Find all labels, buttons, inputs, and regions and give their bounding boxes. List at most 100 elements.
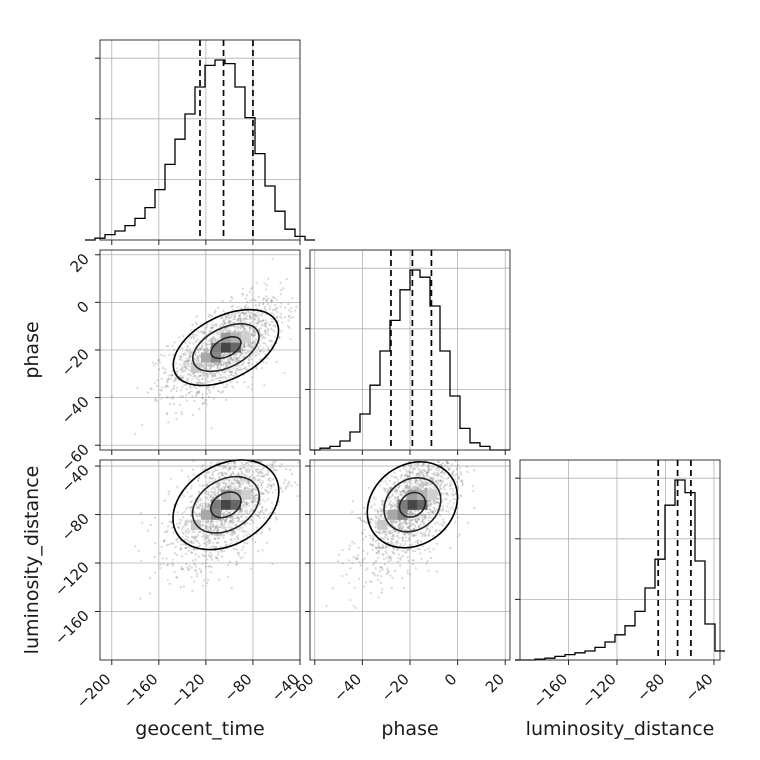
scatter-point — [222, 324, 225, 327]
scatter-point — [275, 310, 279, 314]
scatter-point — [275, 516, 278, 519]
scatter-point — [236, 359, 239, 362]
scatter-point — [297, 461, 300, 464]
scatter-point — [201, 507, 204, 510]
scatter-point — [208, 339, 211, 342]
scatter-point — [197, 555, 200, 558]
scatter-point — [187, 475, 190, 478]
scatter-point — [248, 313, 251, 316]
scatter-point — [209, 555, 212, 558]
scatter-point — [211, 325, 214, 329]
scatter-point — [242, 500, 245, 503]
scatter-point — [212, 397, 215, 400]
scatter-point — [187, 568, 190, 571]
scatter-point — [228, 482, 231, 485]
scatter-point — [262, 303, 265, 306]
scatter-point — [159, 567, 162, 570]
scatter-point — [244, 552, 247, 555]
scatter-point — [379, 570, 382, 573]
scatter-point — [223, 376, 226, 379]
scatter-point — [236, 381, 239, 384]
scatter-point — [249, 344, 252, 347]
scatter-point — [180, 359, 183, 362]
scatter-point — [192, 335, 195, 338]
scatter-point — [238, 314, 241, 317]
scatter-point — [218, 526, 221, 529]
scatter-point — [241, 526, 244, 530]
scatter-point — [212, 374, 215, 377]
scatter-point — [455, 473, 458, 476]
scatter-point — [237, 369, 240, 372]
scatter-point — [231, 371, 234, 374]
scatter-point — [284, 468, 288, 471]
scatter-point — [223, 327, 226, 330]
scatter-point — [244, 351, 247, 354]
scatter-point — [230, 313, 233, 316]
scatter-point — [189, 540, 192, 544]
scatter-point — [260, 532, 263, 535]
scatter-point — [189, 373, 192, 376]
tick-label-x-geocent_time-2: −120 — [167, 670, 209, 712]
scatter-point — [351, 510, 354, 514]
scatter-point — [196, 356, 199, 359]
scatter-point — [223, 521, 226, 524]
scatter-point — [230, 358, 233, 361]
scatter-point — [167, 378, 170, 381]
scatter-point — [205, 558, 208, 561]
scatter-point — [245, 304, 248, 307]
scatter-point — [250, 383, 254, 386]
scatter-point — [207, 520, 210, 523]
scatter-point — [249, 327, 252, 330]
scatter-point — [244, 365, 247, 369]
scatter-point — [198, 530, 202, 534]
scatter-point — [221, 481, 224, 484]
scatter-point — [248, 342, 251, 345]
scatter-point — [256, 478, 259, 481]
scatter-point — [251, 496, 254, 499]
scatter-point — [218, 483, 221, 486]
scatter-point — [253, 331, 256, 334]
scatter-point — [222, 319, 225, 322]
scatter-point — [379, 581, 382, 585]
scatter-point — [341, 575, 344, 578]
scatter-point — [229, 320, 232, 323]
scatter-point — [240, 471, 243, 474]
scatter-point — [184, 353, 187, 356]
scatter-point — [181, 385, 184, 388]
scatter-point — [258, 514, 261, 517]
scatter-point — [232, 478, 236, 481]
scatter-point — [222, 320, 225, 323]
scatter-point — [267, 498, 270, 501]
scatter-point — [381, 544, 384, 547]
scatter-point — [427, 547, 430, 550]
scatter-point — [381, 553, 384, 556]
scatter-point — [185, 399, 188, 402]
scatter-point — [268, 308, 271, 311]
scatter-point — [385, 552, 388, 555]
scatter-point — [192, 541, 195, 544]
scatter-point — [180, 566, 183, 569]
scatter-point — [175, 417, 178, 421]
scatter-point — [352, 556, 355, 559]
scatter-point — [191, 351, 194, 354]
scatter-point — [168, 402, 171, 406]
scatter-point — [265, 295, 268, 298]
scatter-point — [233, 374, 236, 377]
scatter-point — [213, 529, 216, 532]
scatter-point — [264, 329, 267, 332]
scatter-point — [149, 592, 152, 595]
scatter-point — [262, 298, 265, 301]
scatter-point — [411, 562, 414, 566]
scatter-point — [225, 385, 228, 388]
scatter-point — [220, 364, 223, 367]
scatter-point — [195, 575, 198, 578]
scatter-point — [185, 360, 188, 363]
scatter-point — [215, 483, 218, 486]
scatter-point — [202, 579, 205, 582]
scatter-point — [174, 545, 177, 549]
scatter-point — [244, 312, 247, 316]
scatter-point — [270, 317, 273, 321]
scatter-point — [240, 461, 243, 464]
scatter-point — [225, 398, 228, 401]
scatter-point — [201, 332, 204, 335]
